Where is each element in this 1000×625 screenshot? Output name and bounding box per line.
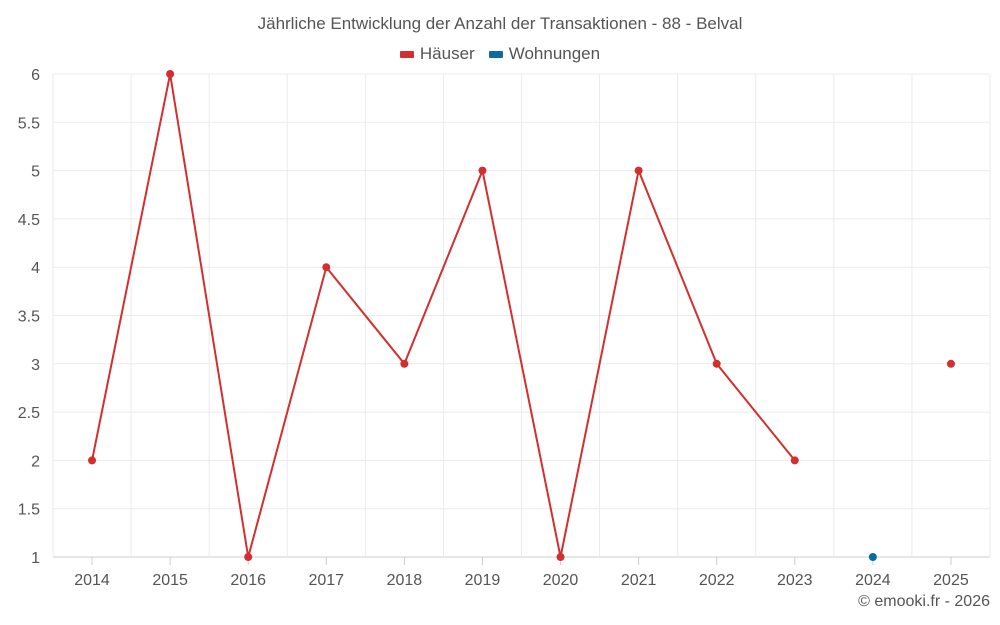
- data-point-haeuser[interactable]: [946, 359, 955, 368]
- x-tick-label: 2018: [387, 572, 423, 589]
- x-tick-label: 2014: [74, 572, 110, 589]
- x-tick-label: 2017: [308, 572, 344, 589]
- legend: Häuser Wohnungen: [0, 44, 1000, 64]
- y-tick-label: 4.5: [18, 212, 40, 229]
- data-point-haeuser[interactable]: [712, 359, 721, 368]
- y-tick-label: 1: [31, 550, 40, 567]
- legend-item-wohnungen[interactable]: Wohnungen: [488, 44, 601, 64]
- series-line-haeuser: [91, 73, 796, 558]
- data-point-haeuser[interactable]: [322, 263, 331, 272]
- legend-label-wohnungen: Wohnungen: [508, 44, 601, 63]
- data-point-haeuser[interactable]: [790, 456, 799, 465]
- chart-title: Jährliche Entwicklung der Anzahl der Tra…: [257, 14, 743, 33]
- x-tick-label: 2022: [699, 572, 735, 589]
- credits[interactable]: © emooki.fr - 2026: [858, 593, 990, 610]
- y-tick-label: 2: [31, 453, 40, 470]
- y-tick-label: 3: [31, 357, 40, 374]
- y-tick-label: 2.5: [18, 405, 40, 422]
- grid: [52, 73, 991, 558]
- y-tick-label: 6: [31, 67, 40, 84]
- axes: 1 1.5 2 2.5 3 3.5 4 4.5 5 5.5 6 2014 2015 2016 2017 201…: [18, 67, 969, 589]
- y-tick-label: 4: [31, 260, 40, 277]
- data-point-haeuser[interactable]: [478, 166, 487, 175]
- x-tick-label: 2016: [230, 572, 266, 589]
- data-point-haeuser[interactable]: [556, 553, 565, 561]
- x-tick-label: 2019: [465, 572, 501, 589]
- y-tick-label: 1.5: [18, 502, 40, 519]
- x-tick-label: 2015: [152, 572, 188, 589]
- series: [88, 70, 955, 561]
- y-tick-label: 5: [31, 164, 40, 181]
- y-tick-label: 5.5: [18, 115, 40, 132]
- data-point-haeuser[interactable]: [400, 359, 409, 368]
- legend-label-haeuser: Häuser: [419, 44, 475, 63]
- data-point-haeuser[interactable]: [244, 553, 253, 561]
- series-wohnungen: [868, 553, 877, 561]
- data-point-haeuser[interactable]: [88, 456, 97, 465]
- data-point-haeuser[interactable]: [634, 166, 643, 175]
- x-tick-label: 2025: [933, 572, 969, 589]
- data-point-haeuser[interactable]: [166, 70, 175, 78]
- legend-swatch-haeuser: [399, 50, 414, 58]
- x-tick-label: 2023: [777, 572, 813, 589]
- x-tick-label: 2021: [621, 572, 657, 589]
- legend-swatch-wohnungen: [488, 50, 503, 58]
- y-tick-label: 3.5: [18, 309, 40, 326]
- series-haeuser: [88, 70, 955, 561]
- data-point-wohnungen[interactable]: [868, 553, 877, 561]
- legend-item-haeuser[interactable]: Häuser: [399, 44, 475, 64]
- x-tick-label: 2020: [543, 572, 579, 589]
- x-tick-label: 2024: [855, 572, 891, 589]
